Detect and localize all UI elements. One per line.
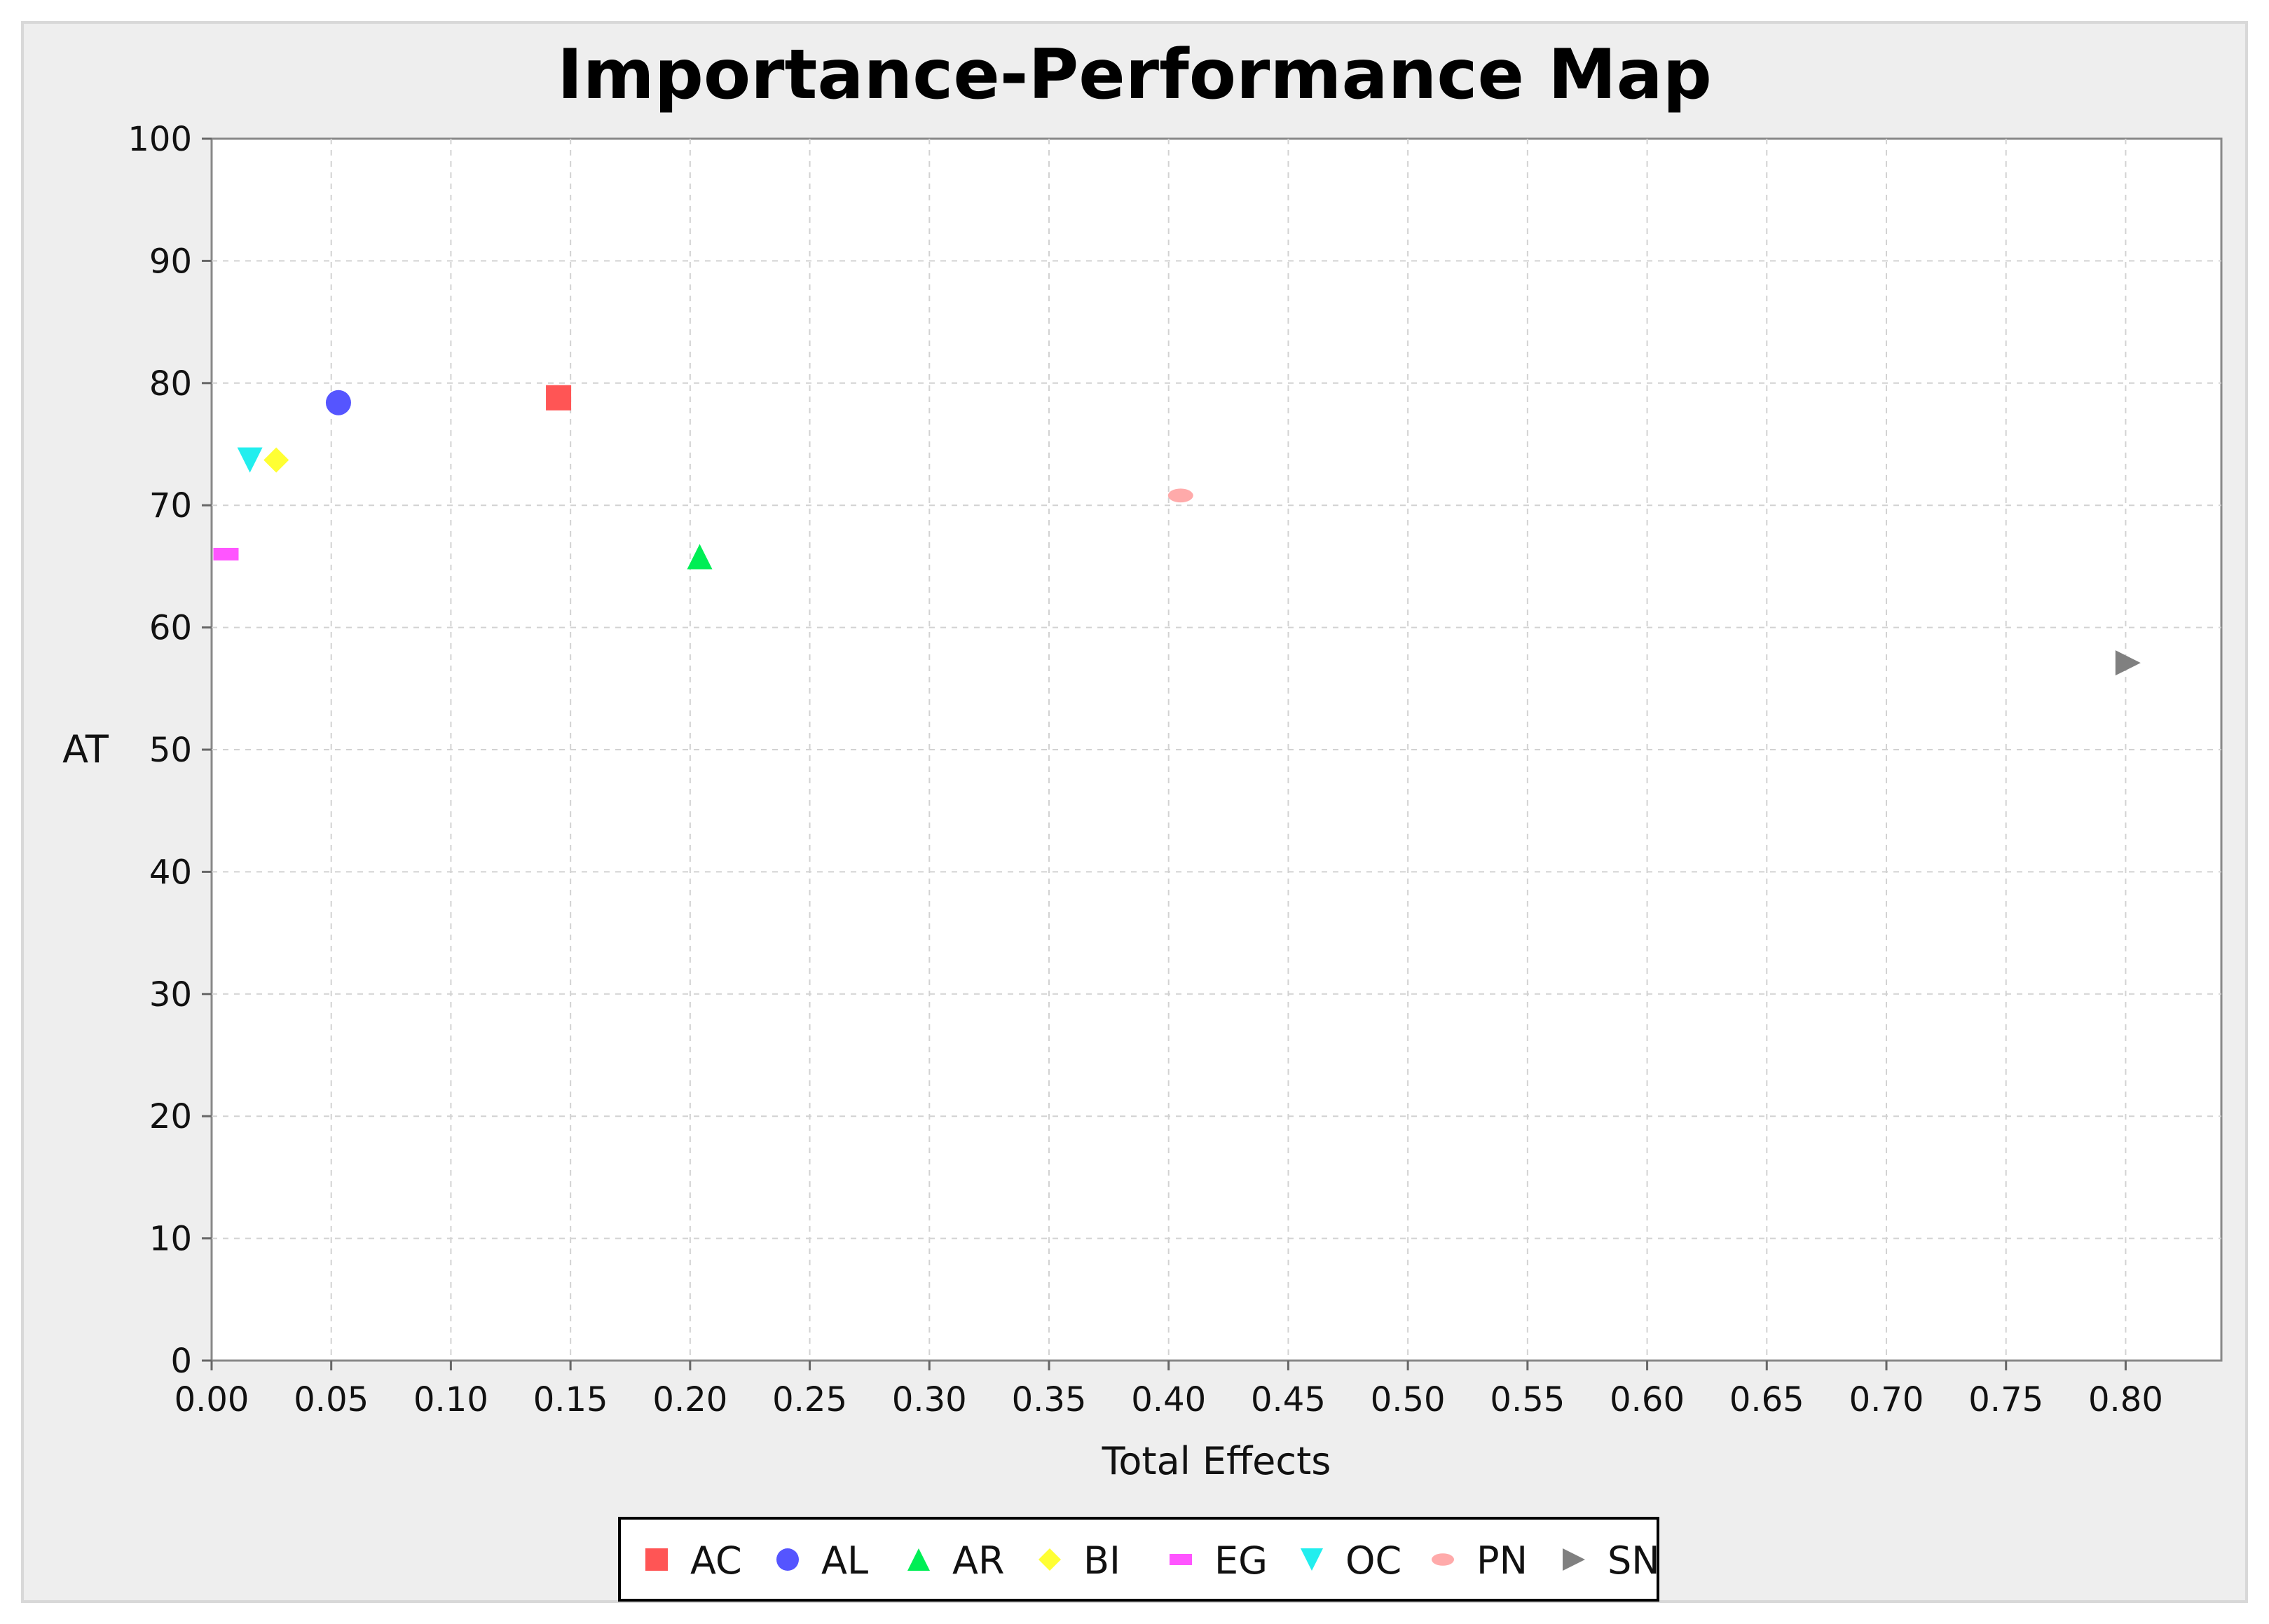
y-tick-label: 20 <box>149 1097 192 1136</box>
x-tick-label: 0.60 <box>1610 1380 1685 1419</box>
legend-label-eg: EG <box>1214 1539 1268 1583</box>
legend-marker-pn <box>1432 1553 1454 1566</box>
y-axis-label: AT <box>62 727 109 771</box>
legend-label-sn: SN <box>1608 1539 1660 1583</box>
y-axis: 0 10 20 30 40 50 60 70 80 90 100 <box>128 120 212 1381</box>
legend-label-ac: AC <box>690 1539 742 1583</box>
legend-label-al: AL <box>821 1539 868 1583</box>
y-tick-label: 40 <box>149 853 192 892</box>
data-point-oc <box>237 447 263 473</box>
data-points <box>213 385 2141 676</box>
legend-marker-ac <box>645 1548 668 1571</box>
x-tick-label: 0.00 <box>174 1380 249 1419</box>
legend-label-ar: AR <box>952 1539 1004 1583</box>
x-tick-label: 0.55 <box>1490 1380 1565 1419</box>
y-tick-label: 100 <box>128 120 192 159</box>
x-tick-label: 0.75 <box>1968 1380 2043 1419</box>
y-tick-label: 70 <box>149 486 192 525</box>
data-point-pn <box>1167 488 1193 503</box>
x-tick-label: 0.80 <box>2088 1380 2163 1419</box>
x-tick-label: 0.20 <box>652 1380 727 1419</box>
y-tick-label: 80 <box>149 364 192 404</box>
legend-marker-bi <box>1038 1548 1061 1571</box>
data-point-eg <box>213 547 239 560</box>
legend-marker-oc <box>1301 1548 1323 1571</box>
y-tick-label: 90 <box>149 242 192 281</box>
x-tick-label: 0.35 <box>1012 1380 1087 1419</box>
legend-marker-sn <box>1563 1548 1585 1571</box>
grid-lines <box>212 139 2221 1361</box>
x-tick-label: 0.40 <box>1131 1380 1206 1419</box>
y-tick-label: 30 <box>149 975 192 1014</box>
legend-marker-al <box>776 1548 799 1571</box>
y-tick-label: 50 <box>149 731 192 770</box>
x-tick-label: 0.10 <box>413 1380 488 1419</box>
legend-label-bi: BI <box>1083 1539 1120 1583</box>
legend-marker-eg <box>1170 1554 1192 1565</box>
x-tick-label: 0.45 <box>1251 1380 1326 1419</box>
data-point-al <box>325 390 351 415</box>
legend-label-pn: PN <box>1476 1539 1528 1583</box>
chart-title: Importance-Performance Map <box>557 35 1712 115</box>
x-tick-label: 0.50 <box>1371 1380 1446 1419</box>
legend-label-oc: OC <box>1345 1539 1401 1583</box>
x-tick-label: 0.30 <box>892 1380 967 1419</box>
y-tick-label: 60 <box>149 609 192 648</box>
x-tick-label: 0.65 <box>1729 1380 1804 1419</box>
y-tick-label: 10 <box>149 1220 192 1259</box>
x-tick-label: 0.70 <box>1849 1380 1924 1419</box>
data-point-ar <box>687 544 713 570</box>
x-axis: 0.00 0.05 0.10 0.15 0.20 0.25 0.30 0.35 0.40 0.45… <box>174 1361 2163 1419</box>
data-point-ac <box>546 385 572 411</box>
data-point-sn <box>2115 650 2141 676</box>
legend-marker-ar <box>907 1548 930 1571</box>
x-axis-label: Total Effects <box>1102 1439 1331 1483</box>
data-point-bi <box>263 447 289 473</box>
x-tick-label: 0.25 <box>772 1380 847 1419</box>
x-tick-label: 0.05 <box>294 1380 369 1419</box>
y-tick-label: 0 <box>170 1342 192 1381</box>
x-tick-label: 0.15 <box>533 1380 608 1419</box>
legend-items: AC AL AR BI EG OC PN SN <box>645 1539 1660 1583</box>
